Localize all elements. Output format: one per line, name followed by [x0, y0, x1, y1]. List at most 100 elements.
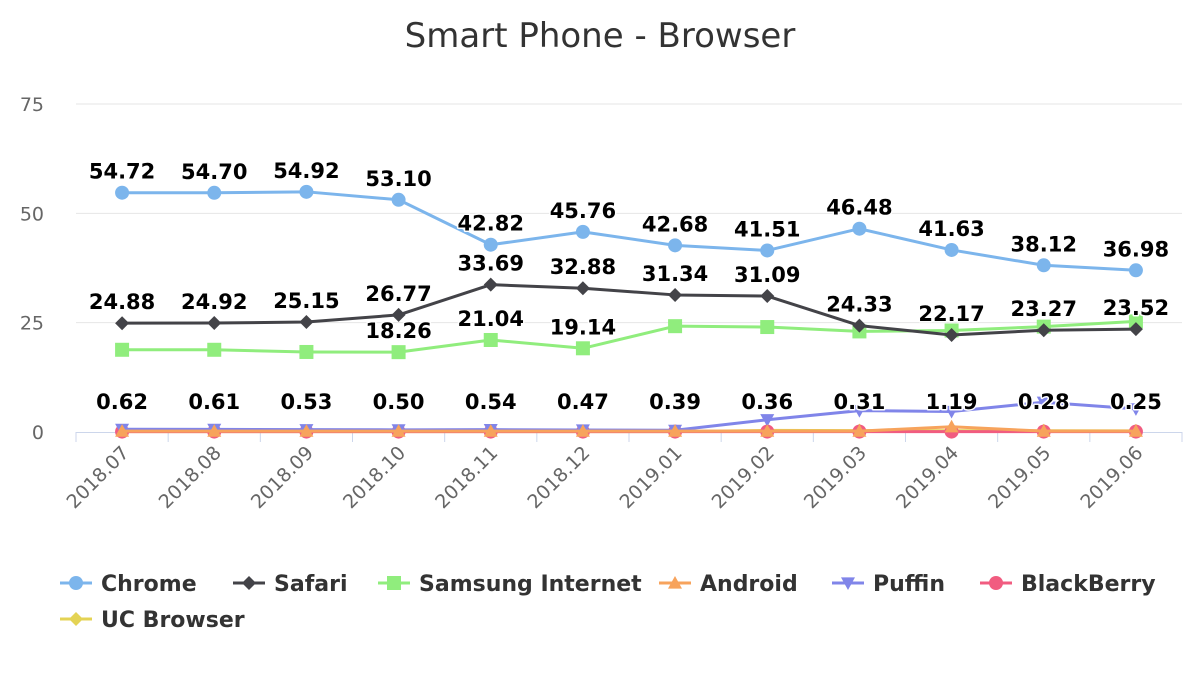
data-point	[575, 424, 590, 437]
data-point	[1036, 424, 1051, 437]
y-tick-label: 50	[20, 203, 44, 225]
series-line	[122, 400, 1137, 432]
legend-item-samsung-internet[interactable]: Samsung Internet	[378, 572, 642, 597]
data-label: 41.63	[918, 217, 984, 241]
data-label: 53.10	[365, 167, 431, 191]
data-point	[483, 237, 498, 252]
data-point	[760, 414, 775, 427]
legend-label: Samsung Internet	[419, 572, 642, 597]
data-point	[944, 328, 959, 343]
data-label: 0.50	[373, 390, 425, 414]
data-point	[1036, 258, 1051, 273]
series-group	[115, 184, 1143, 439]
data-point	[760, 243, 775, 258]
legend-marker	[989, 576, 1003, 590]
series-line	[122, 190, 1136, 272]
legend-item-android[interactable]: Android	[659, 572, 798, 597]
data-label: 36.98	[1103, 237, 1169, 261]
data-point	[575, 341, 590, 356]
data-label: 38.12	[1011, 232, 1077, 256]
data-label: 26.77	[365, 282, 431, 306]
series-line	[122, 319, 1137, 354]
data-point	[575, 224, 590, 239]
data-point	[299, 424, 314, 437]
data-label: 24.33	[826, 293, 892, 317]
data-point	[852, 318, 867, 333]
data-label: 32.88	[550, 255, 616, 279]
data-point	[115, 185, 130, 200]
legend-item-uc-browser[interactable]: UC Browser	[60, 608, 245, 633]
data-point	[483, 424, 498, 437]
legend-marker	[668, 576, 682, 589]
data-point	[1128, 314, 1143, 329]
data-label: 0.28	[1018, 390, 1070, 414]
y-tick-label: 0	[32, 422, 44, 444]
y-tick-label: 25	[20, 313, 44, 335]
legend-label: Puffin	[873, 572, 945, 597]
data-label: 18.26	[365, 319, 431, 343]
x-tick-label: 2019.06	[1076, 442, 1147, 513]
data-point	[299, 344, 314, 359]
legend-marker	[242, 576, 256, 590]
data-label: 0.62	[96, 390, 148, 414]
x-tick-label: 2019.03	[800, 442, 871, 513]
data-point	[852, 221, 867, 236]
legend-marker	[69, 576, 83, 590]
data-label: 19.14	[550, 315, 616, 339]
data-label: 0.36	[741, 390, 793, 414]
data-label: 42.82	[458, 212, 524, 236]
data-label: 22.17	[918, 302, 984, 326]
data-point	[391, 307, 406, 322]
data-point	[207, 342, 222, 357]
series-line	[122, 283, 1136, 337]
data-label: 0.31	[834, 390, 886, 414]
data-label: 54.70	[181, 160, 247, 184]
data-point	[115, 342, 130, 357]
data-label: 0.54	[465, 390, 517, 414]
data-label: 31.34	[642, 262, 708, 286]
legend-item-blackberry[interactable]: BlackBerry	[980, 572, 1156, 597]
data-point	[483, 277, 498, 292]
data-label: 1.19	[926, 390, 978, 414]
data-label: 42.68	[642, 212, 708, 236]
data-point	[207, 424, 222, 437]
legend-item-puffin[interactable]: Puffin	[832, 572, 945, 597]
x-tick-label: 2018.11	[431, 442, 502, 513]
data-point	[944, 242, 959, 257]
series-android	[115, 419, 1143, 437]
legend-item-safari[interactable]: Safari	[233, 572, 348, 597]
data-label: 33.69	[458, 252, 524, 276]
data-label: 0.53	[281, 390, 333, 414]
y-axis: 0 25 50 75	[20, 94, 44, 444]
data-point	[668, 287, 683, 302]
x-tick-label: 2018.09	[247, 442, 318, 513]
series-line	[122, 425, 1136, 433]
data-label: 21.04	[458, 307, 524, 331]
data-point	[299, 315, 314, 330]
data-label: 54.72	[89, 160, 155, 184]
data-label: 23.27	[1011, 297, 1077, 321]
x-tick-label: 2018.10	[339, 442, 410, 513]
data-label: 46.48	[826, 196, 892, 220]
data-point	[1128, 263, 1143, 278]
chart-title: Smart Phone - Browser	[405, 16, 796, 56]
data-point	[760, 289, 775, 304]
legend-item-chrome[interactable]: Chrome	[60, 572, 197, 597]
data-point	[1036, 396, 1051, 410]
data-point	[852, 424, 867, 437]
data-point	[1128, 322, 1143, 337]
data-label: 0.39	[649, 390, 701, 414]
data-point	[575, 281, 590, 296]
data-label: 23.52	[1103, 296, 1169, 320]
data-point	[668, 424, 683, 437]
data-point	[1128, 424, 1143, 437]
data-point	[299, 184, 314, 199]
x-tick-label: 2019.04	[892, 442, 963, 513]
data-label: 25.15	[273, 289, 339, 313]
x-tick-label: 2018.12	[523, 442, 594, 513]
legend-label: Chrome	[101, 572, 197, 597]
legend-marker	[841, 577, 855, 590]
data-point	[944, 405, 959, 419]
data-label: 0.47	[557, 390, 609, 414]
x-tick-label: 2018.08	[155, 442, 226, 513]
